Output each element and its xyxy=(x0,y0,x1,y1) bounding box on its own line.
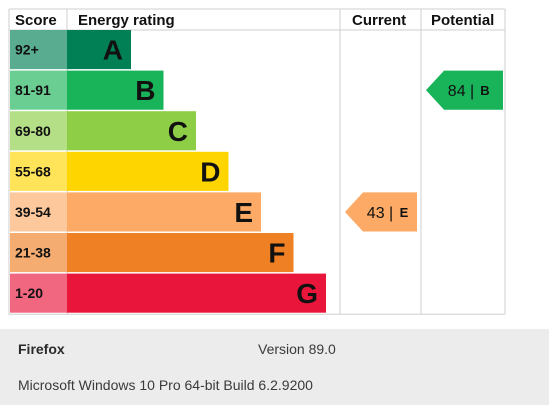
rating-letter-a: A xyxy=(103,35,123,66)
rating-bar-g xyxy=(67,273,326,313)
header-score: Score xyxy=(15,12,57,29)
score-label-e: 39-54 xyxy=(15,204,51,220)
score-label-g: 1-20 xyxy=(15,285,43,301)
score-cell-b xyxy=(10,70,68,110)
rating-bar-b xyxy=(67,70,164,110)
rating-letter-e: E xyxy=(234,197,253,228)
operating-system: Microsoft Windows 10 Pro 64-bit Build 6.… xyxy=(18,377,313,393)
potential-rating-letter: B xyxy=(480,83,489,98)
rating-bar-e xyxy=(67,192,261,232)
score-cell-g xyxy=(10,273,68,313)
rating-bar-d xyxy=(67,151,229,191)
score-label-a: 92+ xyxy=(15,42,39,58)
score-cell-e xyxy=(10,192,68,232)
score-label-c: 69-80 xyxy=(15,123,51,139)
header-current: Current xyxy=(352,12,406,29)
rating-letter-b: B xyxy=(135,75,155,106)
browser-name: Firefox xyxy=(18,341,65,357)
potential-rating-arrow xyxy=(426,70,503,110)
potential-rating-value: 84 | xyxy=(448,83,474,100)
score-cell-f xyxy=(10,233,68,273)
current-rating-letter: E xyxy=(400,205,409,220)
browser-version: Version 89.0 xyxy=(258,341,336,357)
header-energy-rating: Energy rating xyxy=(78,12,175,29)
score-label-f: 21-38 xyxy=(15,245,51,261)
rating-bar-c xyxy=(67,111,196,151)
header-potential: Potential xyxy=(431,12,494,29)
rating-bar-f xyxy=(67,233,294,273)
rating-letter-c: C xyxy=(168,116,188,147)
score-label-d: 55-68 xyxy=(15,163,51,179)
score-cell-c xyxy=(10,111,68,151)
score-cell-d xyxy=(10,151,68,191)
rating-letter-f: F xyxy=(268,238,285,269)
browser-info-panel: Firefox Version 89.0 Microsoft Windows 1… xyxy=(0,329,549,405)
energy-rating-chart: Score Energy rating Current Potential 92+ A 81… xyxy=(8,8,506,315)
rating-letter-g: G xyxy=(296,278,318,309)
rating-letter-d: D xyxy=(200,156,220,187)
score-label-b: 81-91 xyxy=(15,82,51,98)
current-rating-value: 43 | xyxy=(367,205,393,222)
score-cell-a xyxy=(10,30,68,70)
rating-bar-a xyxy=(67,30,131,70)
current-rating-arrow xyxy=(345,192,417,232)
